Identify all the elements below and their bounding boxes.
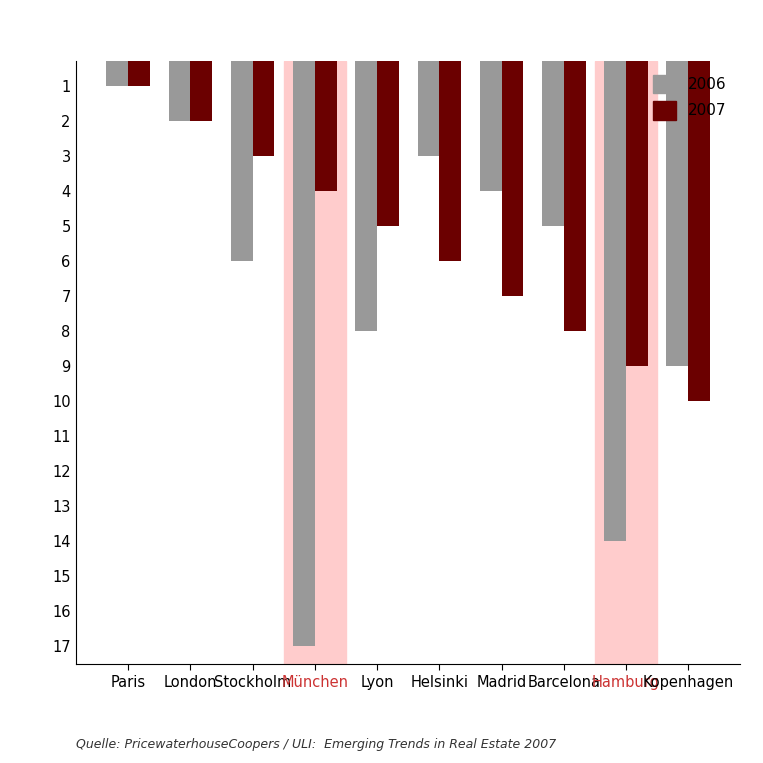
- Bar: [284, 61, 346, 664]
- Bar: [377, 50, 399, 226]
- Bar: [128, 50, 150, 85]
- Bar: [439, 50, 461, 261]
- Legend: 2006, 2007: 2006, 2007: [646, 69, 732, 126]
- Bar: [666, 50, 688, 366]
- Bar: [315, 50, 336, 191]
- Bar: [191, 50, 212, 121]
- Text: Städte-Ranking der Risk/Return-Perspektiven: Städte-Ranking der Risk/Return-Perspekti…: [77, 21, 686, 44]
- Bar: [501, 50, 523, 296]
- Bar: [626, 50, 648, 366]
- Bar: [356, 50, 377, 331]
- Bar: [293, 50, 315, 646]
- Bar: [595, 61, 657, 664]
- Text: Quelle: PricewaterhouseCoopers / ULI:  Emerging Trends in Real Estate 2007: Quelle: PricewaterhouseCoopers / ULI: Em…: [76, 738, 556, 751]
- Bar: [542, 50, 564, 226]
- Bar: [604, 50, 626, 541]
- Bar: [417, 50, 439, 156]
- Bar: [231, 50, 253, 261]
- Bar: [480, 50, 501, 191]
- Bar: [253, 50, 275, 156]
- Bar: [107, 50, 128, 85]
- Bar: [564, 50, 585, 331]
- Bar: [169, 50, 191, 121]
- Bar: [688, 50, 710, 401]
